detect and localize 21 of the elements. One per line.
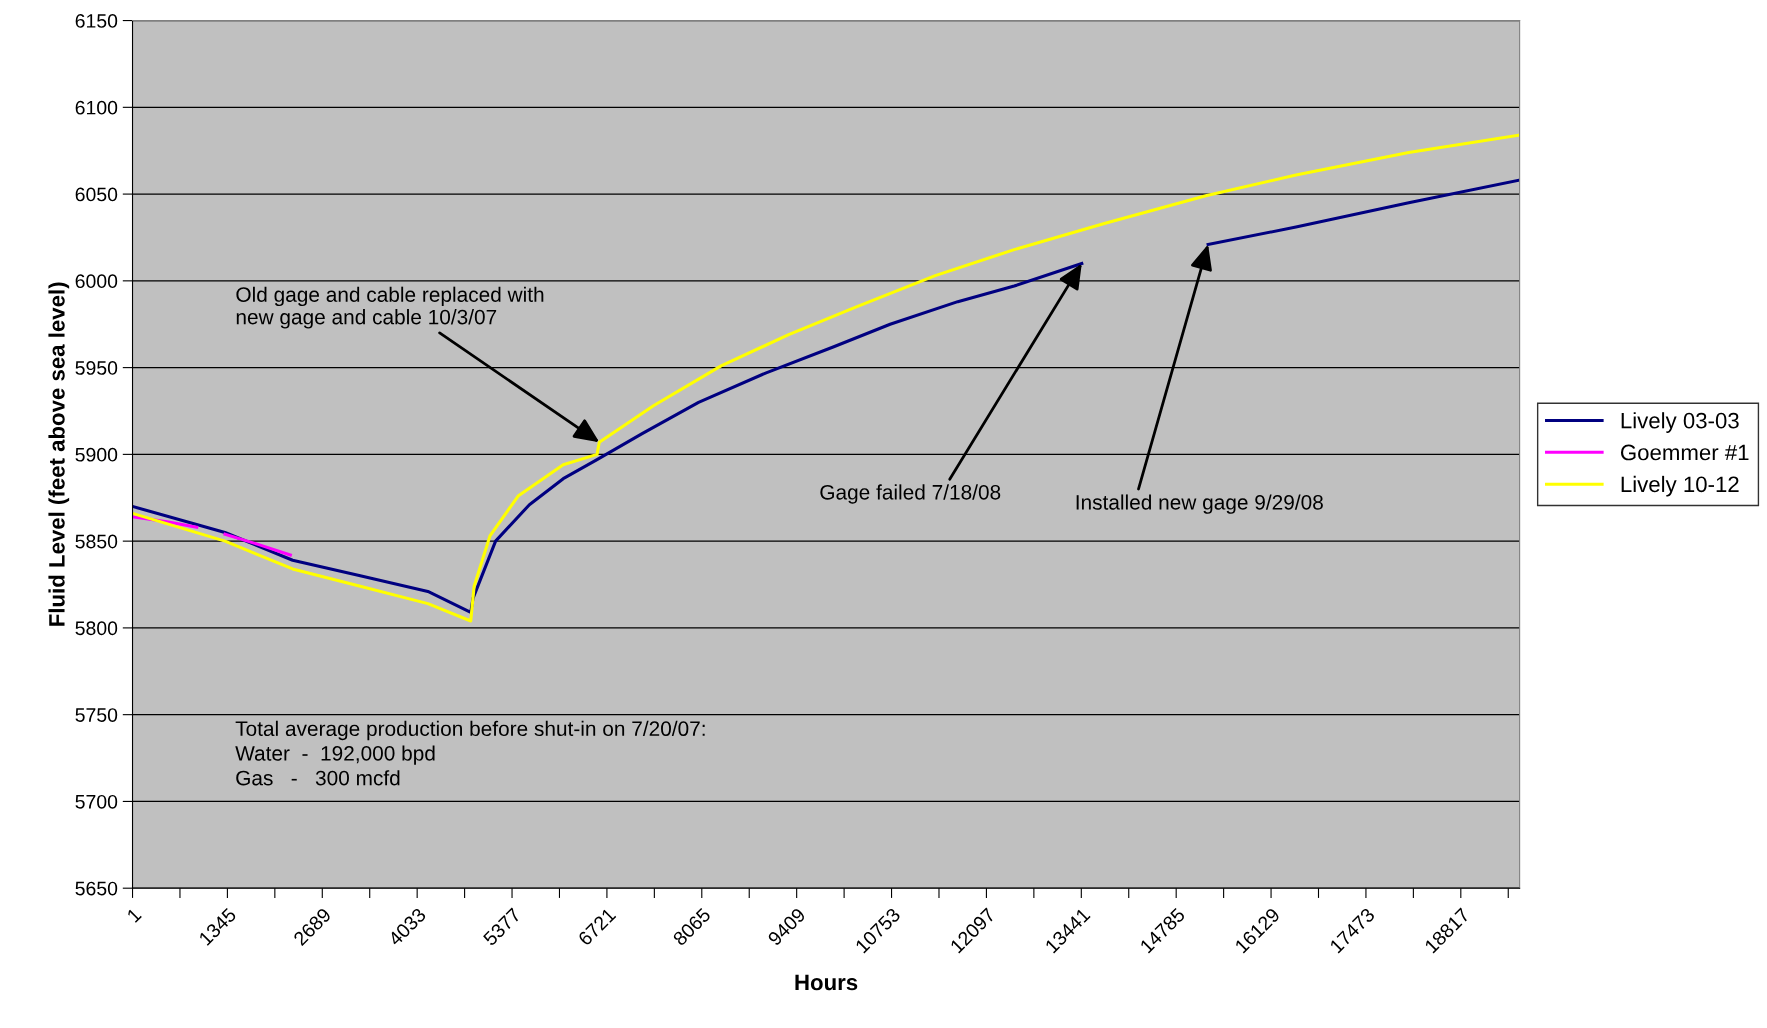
legend-label: Goemmer #1 — [1620, 444, 1749, 461]
y-axis-title: Fluid Level (feet above sea level) — [48, 282, 70, 626]
legend-label: Lively 03-03 — [1621, 412, 1739, 433]
y-tick-label: 5800 — [75, 621, 118, 636]
y-tick-label: 6050 — [75, 187, 118, 202]
y-tick-label: 5650 — [75, 881, 118, 896]
y-tick-label: 6100 — [75, 100, 118, 115]
y-tick-label: 5950 — [75, 361, 118, 375]
legend-label: Lively 10-12 — [1621, 475, 1739, 497]
annotation: Installed new gage 9/29/08 — [1076, 494, 1323, 514]
annotation: Gage failed 7/18/08 — [820, 484, 1001, 504]
y-tick-label: 6150 — [75, 14, 118, 28]
annotation: Total average production before shut-in on 7/20/07: Water - 192,000 bpd Gas - 300 mcfd — [235, 720, 705, 786]
y-tick-label: 6000 — [75, 274, 118, 289]
y-tick-label: 5850 — [75, 534, 118, 549]
x-axis-title: Hours — [795, 974, 858, 991]
y-tick-label: 5900 — [75, 447, 118, 462]
x-tick-label: 1 — [126, 907, 142, 923]
y-tick-label: 5700 — [75, 794, 118, 809]
annotation: Old gage and cable replaced with new gage and cable 10/3/07 — [236, 286, 544, 329]
y-tick-label: 5750 — [75, 708, 118, 722]
